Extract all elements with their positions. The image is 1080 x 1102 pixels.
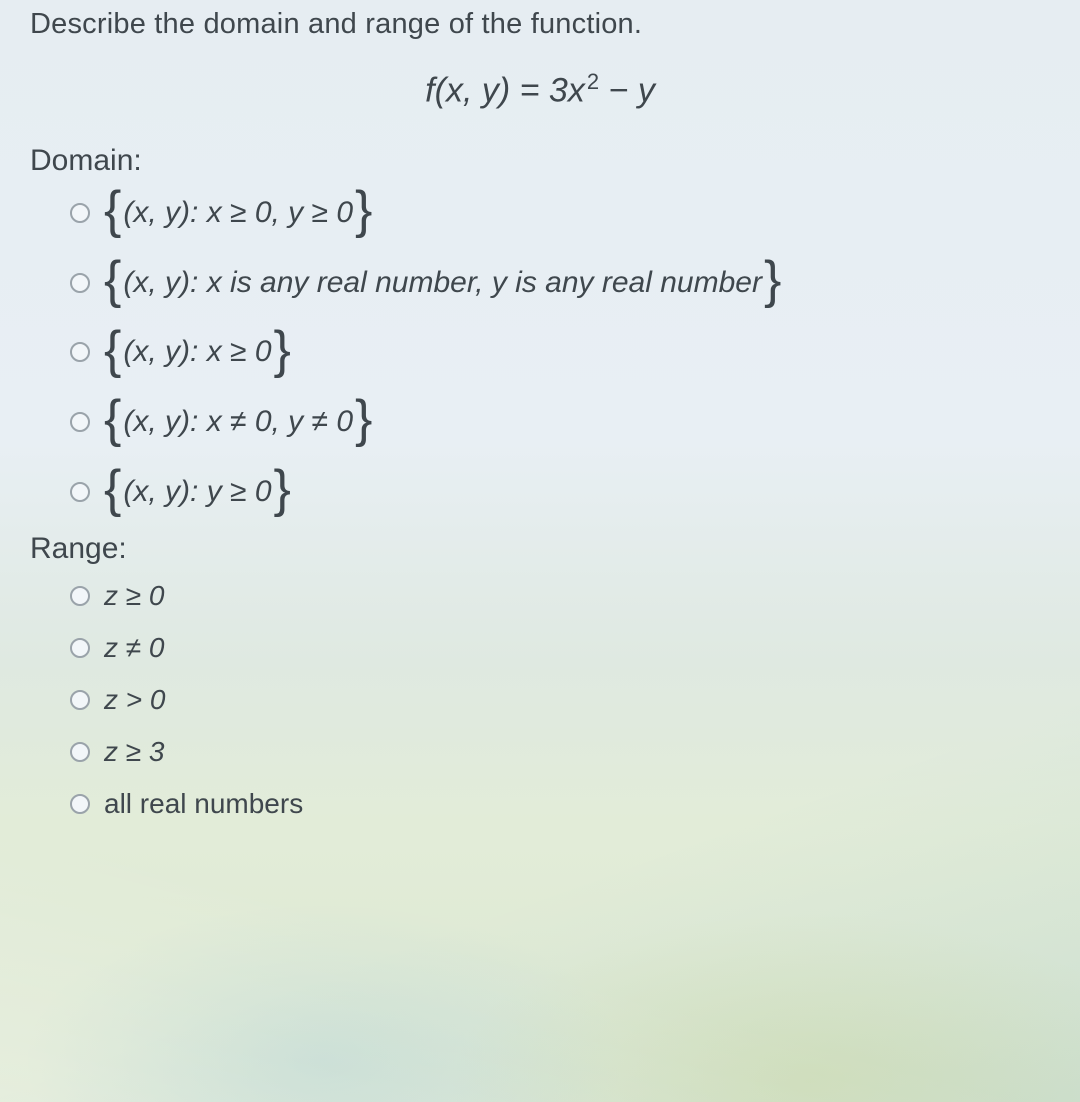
brace-left-icon: {: [104, 469, 121, 511]
radio-icon[interactable]: [70, 586, 90, 606]
radio-icon[interactable]: [70, 482, 90, 502]
domain-option[interactable]: { (x, y): x ≥ 0, y ≥ 0 }: [70, 192, 1050, 234]
range-option[interactable]: z ≥ 3: [70, 736, 1050, 768]
radio-icon[interactable]: [70, 638, 90, 658]
brace-right-icon: }: [355, 190, 372, 232]
domain-option[interactable]: { (x, y): x ≥ 0 }: [70, 332, 1050, 374]
option-text: { (x, y): x is any real number, y is any…: [104, 262, 781, 304]
brace-left-icon: {: [104, 190, 121, 232]
range-option[interactable]: all real numbers: [70, 788, 1050, 820]
radio-icon[interactable]: [70, 742, 90, 762]
domain-option[interactable]: { (x, y): x ≠ 0, y ≠ 0 }: [70, 401, 1050, 443]
brace-left-icon: {: [104, 399, 121, 441]
range-options: z ≥ 0 z ≠ 0 z > 0 z ≥ 3 all real numbers: [30, 580, 1050, 820]
equation-exponent: 2: [587, 69, 599, 94]
equation-rhs-a: 3x: [549, 71, 585, 109]
brace-left-icon: {: [104, 330, 121, 372]
range-option-text: z ≠ 0: [104, 632, 165, 664]
radio-icon[interactable]: [70, 794, 90, 814]
brace-right-icon: }: [274, 469, 291, 511]
brace-right-icon: }: [355, 399, 372, 441]
domain-option[interactable]: { (x, y): x is any real number, y is any…: [70, 262, 1050, 304]
brace-right-icon: }: [764, 260, 781, 302]
option-text: { (x, y): x ≥ 0, y ≥ 0 }: [104, 192, 372, 234]
radio-icon[interactable]: [70, 412, 90, 432]
range-option[interactable]: z > 0: [70, 684, 1050, 716]
domain-option[interactable]: { (x, y): y ≥ 0 }: [70, 471, 1050, 513]
range-option-text: z ≥ 0: [104, 580, 165, 612]
equation-eq: =: [510, 71, 549, 109]
option-inner: (x, y): x is any real number, y is any r…: [123, 266, 762, 300]
range-option-text: all real numbers: [104, 788, 303, 820]
brace-right-icon: }: [274, 330, 291, 372]
domain-options: { (x, y): x ≥ 0, y ≥ 0 } { (x, y): x is …: [30, 192, 1050, 512]
question-prompt: Describe the domain and range of the fun…: [30, 8, 1050, 41]
question-container: Describe the domain and range of the fun…: [0, 0, 1080, 860]
option-text: { (x, y): y ≥ 0 }: [104, 471, 291, 513]
range-option[interactable]: z ≠ 0: [70, 632, 1050, 664]
equation: f(x, y) = 3x2 − y: [30, 69, 1050, 110]
equation-rhs-b: − y: [599, 71, 655, 109]
radio-icon[interactable]: [70, 203, 90, 223]
radio-icon[interactable]: [70, 273, 90, 293]
radio-icon[interactable]: [70, 690, 90, 710]
equation-lhs: f(x, y): [425, 71, 510, 109]
range-option-text: z > 0: [104, 684, 165, 716]
range-option-text: z ≥ 3: [104, 736, 165, 768]
radio-icon[interactable]: [70, 342, 90, 362]
option-inner: (x, y): x ≥ 0: [123, 335, 271, 369]
option-inner: (x, y): x ≠ 0, y ≠ 0: [123, 405, 353, 439]
option-text: { (x, y): x ≥ 0 }: [104, 332, 291, 374]
brace-left-icon: {: [104, 260, 121, 302]
option-inner: (x, y): x ≥ 0, y ≥ 0: [123, 196, 353, 230]
domain-label: Domain:: [30, 144, 1050, 178]
option-text: { (x, y): x ≠ 0, y ≠ 0 }: [104, 401, 372, 443]
option-inner: (x, y): y ≥ 0: [123, 475, 271, 509]
range-option[interactable]: z ≥ 0: [70, 580, 1050, 612]
range-label: Range:: [30, 532, 1050, 566]
